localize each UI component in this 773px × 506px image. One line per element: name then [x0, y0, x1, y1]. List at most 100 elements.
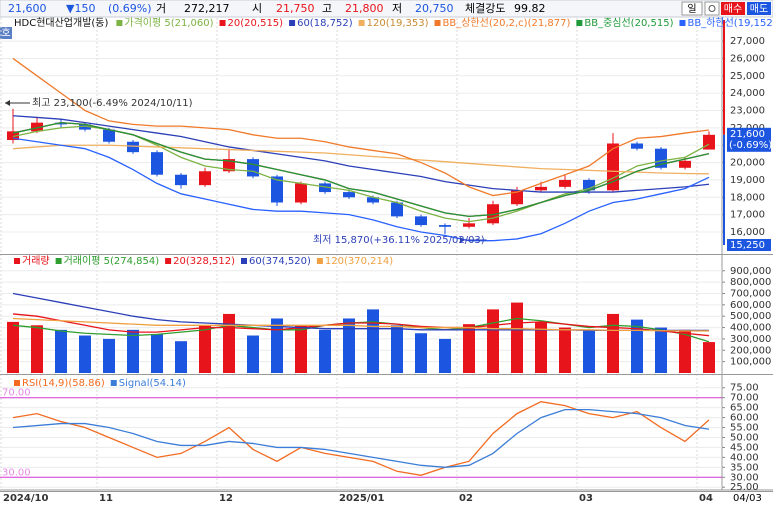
candle-body	[151, 152, 163, 175]
volume: 272,217	[184, 2, 230, 15]
legend-swatch	[116, 20, 123, 26]
legend-swatch	[165, 258, 172, 264]
volume-bar	[55, 329, 67, 373]
x-tick-label: 03	[579, 493, 593, 504]
volume-bar	[655, 327, 667, 373]
series-line	[12, 137, 710, 242]
range-low-box	[727, 239, 771, 252]
annotation-arrowhead	[460, 237, 465, 243]
y-tick-label: 25,000	[730, 71, 765, 82]
y-tick-label: 600,000	[730, 300, 771, 311]
series-line	[12, 122, 710, 218]
legend-label: 20(328,512)	[173, 256, 235, 267]
volume-bar	[271, 318, 283, 373]
y-tick-label: 26,000	[730, 53, 765, 64]
buy-button[interactable]	[721, 2, 745, 15]
candle-body	[511, 190, 523, 205]
candle-body	[703, 134, 715, 150]
candle-body	[7, 131, 19, 141]
high-label: 고	[322, 2, 332, 15]
y-tick-label: 27,000	[730, 36, 765, 47]
open-label: 시	[252, 2, 262, 15]
series-line	[12, 57, 710, 197]
volume-bar	[511, 302, 523, 373]
price-tag-change: (-0.69%)	[729, 140, 772, 151]
y-tick-label: 500,000	[730, 311, 771, 322]
legend-label: 120(370,214)	[325, 256, 393, 267]
y-tick-label: 24,000	[730, 88, 765, 99]
y-tick-label: 16,000	[730, 227, 765, 238]
candle-body	[319, 183, 331, 193]
candle-body	[223, 159, 235, 172]
y-tick-label: 100,000	[730, 357, 771, 368]
volume-bar	[583, 329, 595, 373]
x-tick-label: 11	[99, 493, 113, 504]
low: 20,750	[415, 2, 454, 15]
volume-bar	[175, 341, 187, 373]
legend-swatch	[219, 20, 226, 26]
y-tick-label: 800,000	[730, 277, 771, 288]
legend-label: Signal(54.14)	[119, 378, 186, 389]
x-tick-label: 2025/01	[339, 493, 384, 504]
candle-body	[415, 216, 427, 226]
settings-button[interactable]	[704, 1, 720, 16]
range-low-label: 15,250	[730, 240, 765, 251]
volume-bar	[367, 309, 379, 373]
period-button-label[interactable]: 일	[687, 3, 696, 15]
x-tick-label: 2024/10	[3, 493, 48, 504]
legend-label: 거래량	[22, 255, 50, 267]
buy-button-label[interactable]: 매수	[724, 3, 742, 15]
volume-bar	[703, 342, 715, 373]
candle-body	[103, 129, 115, 142]
volume-bar	[7, 321, 19, 373]
period-button[interactable]	[681, 1, 703, 16]
legend-swatch	[358, 20, 365, 26]
y-tick-label: 300,000	[730, 334, 771, 345]
x-tick-label: 02	[459, 493, 473, 504]
candle-body	[607, 143, 619, 191]
y-tick-label: 17,000	[730, 210, 765, 221]
volume-bar	[343, 318, 355, 373]
legend-swatch	[434, 20, 441, 26]
y-tick-label: 60.00	[730, 413, 759, 424]
candle-body	[367, 197, 379, 203]
candle-body	[199, 171, 211, 186]
price-tag: 21,600	[730, 129, 765, 140]
x-tick-label: 12	[219, 493, 233, 504]
candle-body	[559, 179, 571, 187]
last-date: 04/03	[733, 493, 762, 504]
legend-swatch	[241, 258, 247, 264]
candle-body	[391, 202, 403, 217]
legend-label: BB_상한선(20,2,c)(21,877)	[443, 17, 571, 29]
sell-button-label[interactable]: 매도	[750, 3, 768, 15]
series-line	[12, 292, 710, 332]
volume-bar	[31, 325, 43, 373]
candle-body	[271, 176, 283, 203]
candle-body	[247, 159, 259, 177]
candle-body	[463, 223, 475, 227]
y-tick-label: 75.00	[730, 383, 759, 394]
legend-label: BB_중심선(20,515)	[584, 17, 673, 29]
y-tick-label: 700,000	[730, 288, 771, 299]
y-tick-label: 70.00	[730, 393, 759, 404]
sell-button[interactable]	[747, 2, 771, 15]
volume-bar	[415, 333, 427, 373]
y-tick-label: 200,000	[730, 345, 771, 356]
y-tick-label: 900,000	[730, 266, 771, 277]
volume-bar	[223, 313, 235, 373]
legend-swatch	[14, 380, 20, 386]
settings-icon[interactable]	[708, 5, 716, 12]
y-tick-label: 30.00	[730, 472, 759, 483]
volume-bar	[391, 325, 403, 373]
side-tag	[0, 27, 12, 39]
y-tick-label: 45.00	[730, 442, 759, 453]
volume-bar	[439, 338, 451, 373]
volume-bar	[79, 335, 91, 373]
x-tick-label: 04	[699, 493, 713, 504]
y-tick-label: 55.00	[730, 423, 759, 434]
candle-body	[295, 183, 307, 203]
reference-label: 30.00	[2, 467, 31, 478]
legend-swatch	[55, 258, 62, 264]
chart-title: HDC현대산업개발(동)	[14, 16, 109, 29]
annotation-arrowhead	[5, 100, 10, 106]
